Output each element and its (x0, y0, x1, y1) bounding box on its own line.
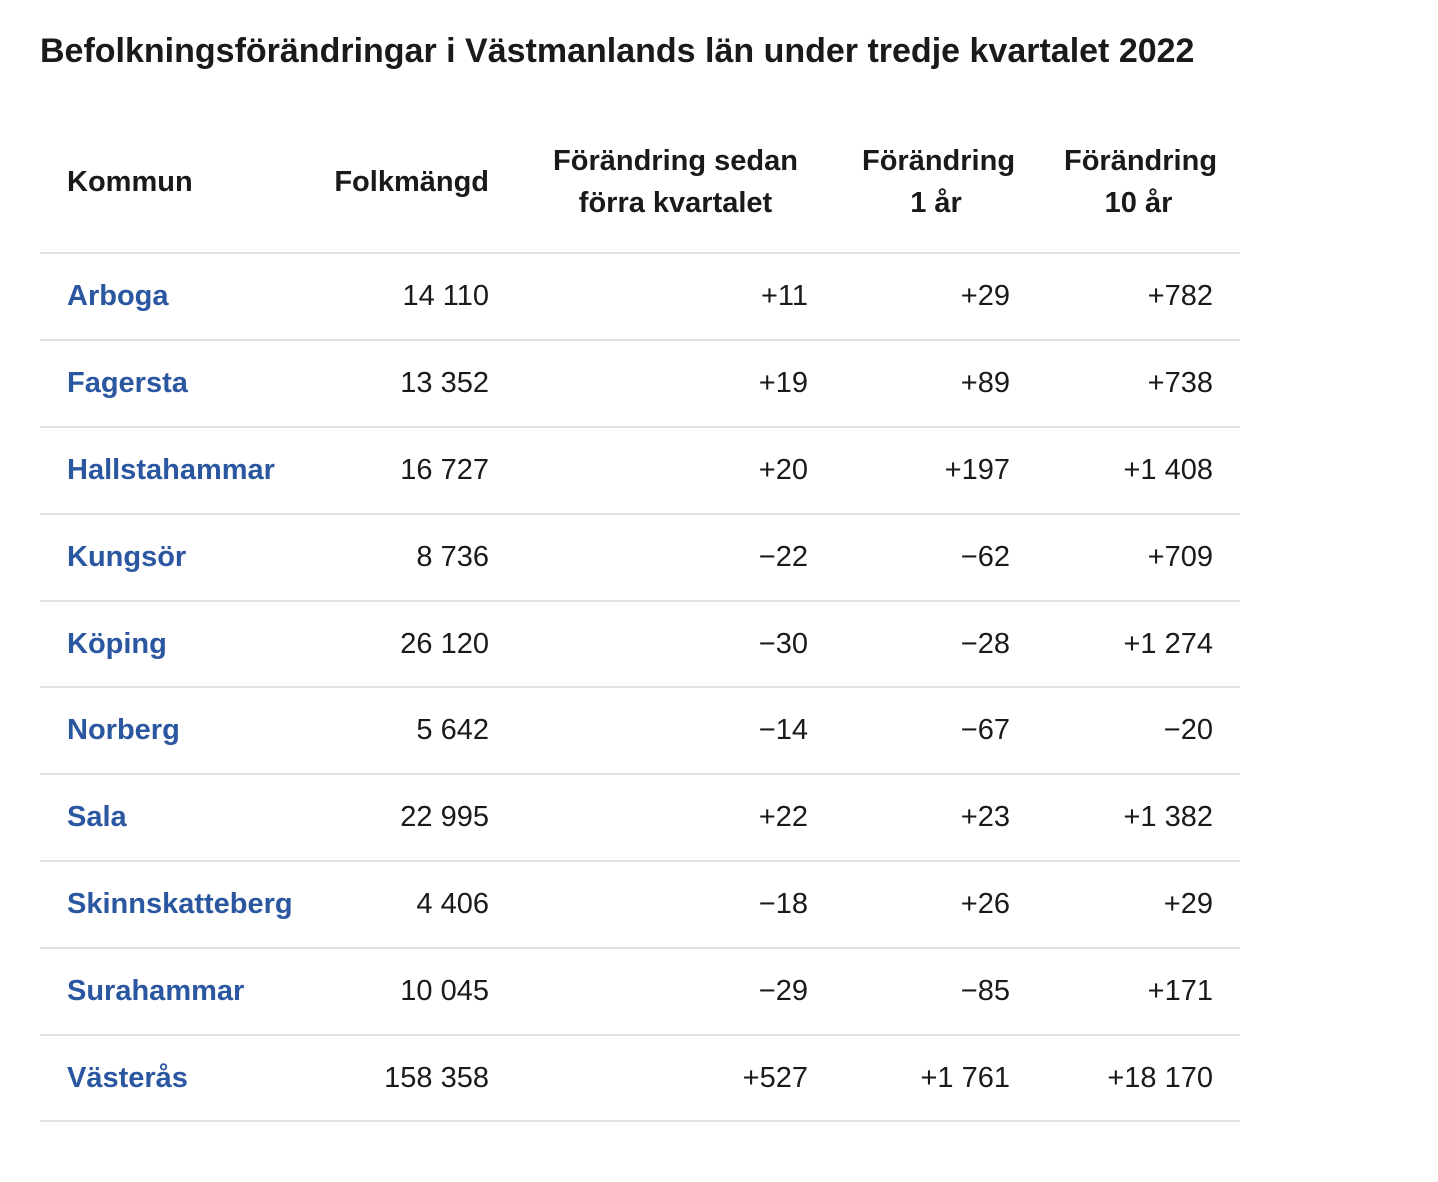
folkmangd-cell: 14 110 (307, 253, 516, 342)
forandring-kvartal-cell: +19 (516, 340, 835, 429)
folkmangd-cell: 10 045 (307, 947, 516, 1036)
page-title: Befolkningsförändringar i Västmanlands l… (40, 32, 1195, 70)
forandring-1ar-cell: +197 (835, 427, 1037, 515)
table-row: Arboga 14 110 +11 +29 +782 (40, 253, 1240, 342)
forandring-10ar-cell: +1 274 (1037, 600, 1240, 689)
kommun-link[interactable]: Västerås (67, 1061, 188, 1094)
table-row: Hallstahammar 16 727 +20 +197 +1 408 (40, 427, 1240, 515)
forandring-10ar-cell: +709 (1037, 513, 1240, 602)
kommun-cell: Västerås (40, 1034, 307, 1123)
forandring-kvartal-cell: +527 (516, 1034, 835, 1123)
forandring-1ar-cell: +29 (835, 253, 1037, 342)
forandring-kvartal-cell: −30 (516, 600, 835, 689)
kommun-cell: Surahammar (40, 947, 307, 1036)
folkmangd-cell: 158 358 (307, 1034, 516, 1123)
column-header-folkmangd: Folkmängd (307, 130, 516, 255)
table-row: Kungsör 8 736 −22 −62 +709 (40, 513, 1240, 602)
forandring-1ar-cell: −62 (835, 513, 1037, 602)
kommun-link[interactable]: Hallstahammar (67, 454, 275, 487)
folkmangd-cell: 26 120 (307, 600, 516, 689)
kommun-cell: Skinnskatteberg (40, 861, 307, 949)
forandring-10ar-cell: +171 (1037, 947, 1240, 1036)
forandring-10ar-cell: +1 382 (1037, 774, 1240, 863)
forandring-kvartal-cell: −18 (516, 861, 835, 949)
forandring-10ar-cell: +29 (1037, 861, 1240, 949)
forandring-1ar-cell: −28 (835, 600, 1037, 689)
kommun-cell: Köping (40, 600, 307, 689)
kommun-link[interactable]: Surahammar (67, 974, 245, 1007)
kommun-link[interactable]: Köping (67, 627, 167, 660)
header-row: Kommun Folkmängd Förändring sedan förra … (40, 130, 1240, 255)
kommun-cell: Sala (40, 774, 307, 863)
kommun-link[interactable]: Skinnskatteberg (67, 888, 293, 921)
column-header-kommun: Kommun (40, 130, 307, 255)
table-row: Norberg 5 642 −14 −67 −20 (40, 687, 1240, 776)
kommun-cell: Norberg (40, 687, 307, 776)
forandring-kvartal-cell: +22 (516, 774, 835, 863)
forandring-kvartal-cell: −14 (516, 687, 835, 776)
forandring-10ar-cell: +782 (1037, 253, 1240, 342)
folkmangd-cell: 13 352 (307, 340, 516, 429)
forandring-1ar-cell: +1 761 (835, 1034, 1037, 1123)
forandring-1ar-cell: +26 (835, 861, 1037, 949)
table-row: Köping 26 120 −30 −28 +1 274 (40, 600, 1240, 689)
folkmangd-cell: 5 642 (307, 687, 516, 776)
table-row: Västerås 158 358 +527 +1 761 +18 170 (40, 1034, 1240, 1123)
kommun-link[interactable]: Fagersta (67, 367, 188, 400)
population-table: Kommun Folkmängd Förändring sedan förra … (40, 130, 1240, 1123)
forandring-kvartal-cell: +20 (516, 427, 835, 515)
forandring-kvartal-cell: −22 (516, 513, 835, 602)
kommun-link[interactable]: Norberg (67, 714, 180, 747)
column-header-forandring-1ar: Förändring 1 år (835, 130, 1037, 255)
forandring-10ar-cell: −20 (1037, 687, 1240, 776)
kommun-cell: Hallstahammar (40, 427, 307, 515)
table-row: Surahammar 10 045 −29 −85 +171 (40, 947, 1240, 1036)
forandring-kvartal-cell: +11 (516, 253, 835, 342)
table-row: Sala 22 995 +22 +23 +1 382 (40, 774, 1240, 863)
kommun-cell: Fagersta (40, 340, 307, 429)
table-row: Skinnskatteberg 4 406 −18 +26 +29 (40, 861, 1240, 949)
forandring-kvartal-cell: −29 (516, 947, 835, 1036)
kommun-link[interactable]: Sala (67, 801, 127, 834)
folkmangd-cell: 8 736 (307, 513, 516, 602)
forandring-1ar-cell: +89 (835, 340, 1037, 429)
folkmangd-cell: 4 406 (307, 861, 516, 949)
kommun-link[interactable]: Kungsör (67, 540, 187, 573)
kommun-link[interactable]: Arboga (67, 280, 169, 313)
forandring-1ar-cell: +23 (835, 774, 1037, 863)
kommun-cell: Arboga (40, 253, 307, 342)
forandring-1ar-cell: −67 (835, 687, 1037, 776)
table-row: Fagersta 13 352 +19 +89 +738 (40, 340, 1240, 429)
forandring-1ar-cell: −85 (835, 947, 1037, 1036)
forandring-10ar-cell: +738 (1037, 340, 1240, 429)
forandring-10ar-cell: +1 408 (1037, 427, 1240, 515)
column-header-forandring-10ar: Förändring 10 år (1037, 130, 1240, 255)
forandring-10ar-cell: +18 170 (1037, 1034, 1240, 1123)
column-header-forandring-kvartal: Förändring sedan förra kvartalet (516, 130, 835, 255)
folkmangd-cell: 16 727 (307, 427, 516, 515)
kommun-cell: Kungsör (40, 513, 307, 602)
table-header: Kommun Folkmängd Förändring sedan förra … (40, 130, 1240, 255)
folkmangd-cell: 22 995 (307, 774, 516, 863)
table-body: Arboga 14 110 +11 +29 +782 Fagersta 13 3… (40, 253, 1240, 1123)
